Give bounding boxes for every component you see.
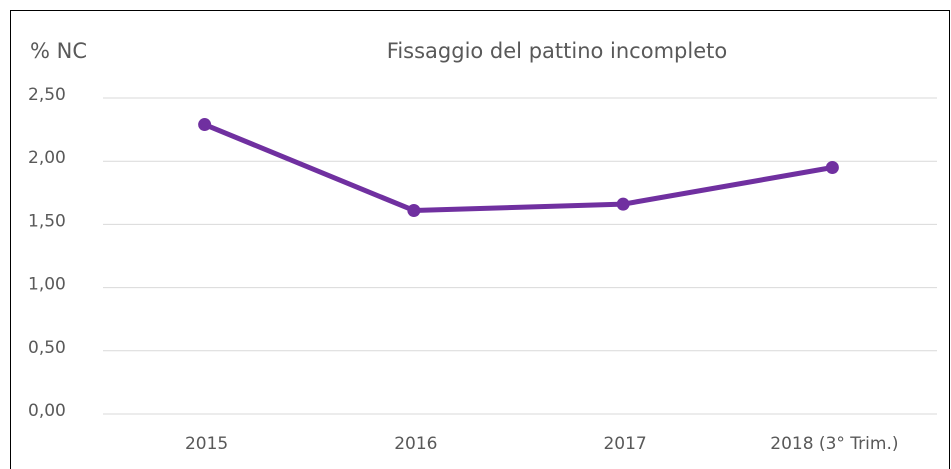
y-tick-label: 1,00 — [28, 275, 66, 295]
x-tick-label: 2016 — [394, 434, 437, 454]
point — [198, 118, 212, 132]
y-tick-label: 0,00 — [28, 401, 66, 421]
x-tick-label: 2018 (3° Trim.) — [770, 434, 898, 454]
chart-border — [10, 10, 950, 469]
y-tick-label: 1,50 — [28, 211, 66, 231]
point — [407, 203, 421, 217]
point — [616, 197, 630, 211]
y-tick-label: 2,00 — [28, 148, 66, 168]
x-tick-label: 2017 — [603, 434, 646, 454]
y-tick-label: 0,50 — [28, 338, 66, 358]
x-tick-label: 2015 — [185, 434, 228, 454]
point — [825, 161, 839, 175]
chart-title: Fissaggio del pattino incompleto — [387, 39, 727, 63]
line — [203, 122, 833, 213]
y-tick-label: 2,50 — [28, 85, 66, 105]
y-axis-label: % NC — [30, 39, 87, 63]
